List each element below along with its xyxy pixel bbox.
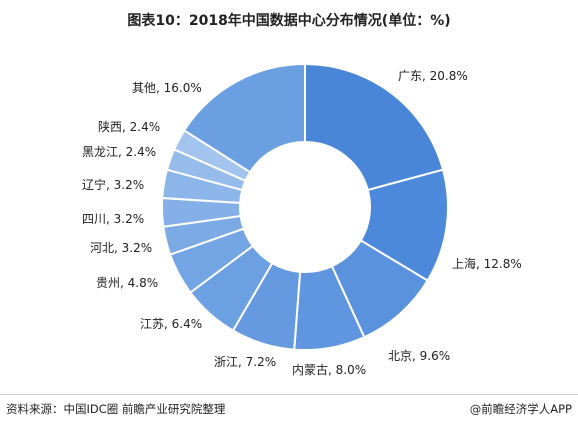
- brand-credit: @前瞻经济学人APP: [469, 402, 572, 416]
- slice-label: 江苏, 6.4%: [140, 317, 202, 331]
- slice-label: 黑龙江, 2.4%: [82, 145, 156, 159]
- slice-label: 四川, 3.2%: [82, 212, 144, 226]
- slice-labels: 广东, 20.8% 上海, 12.8% 北京, 9.6% 内蒙古, 8.0% 浙江, 7…: [82, 69, 522, 377]
- slice-label: 辽宁, 3.2%: [82, 177, 144, 192]
- chart-title: 图表10：2018年中国数据中心分布情况(单位：%): [127, 13, 451, 29]
- slice-label: 陕西, 2.4%: [98, 119, 160, 134]
- slice-label: 北京, 9.6%: [388, 349, 450, 363]
- slice-label: 广东, 20.8%: [398, 69, 468, 83]
- slice-label: 其他, 16.0%: [132, 81, 202, 95]
- donut-slices: [161, 62, 449, 351]
- slice-label: 河北, 3.2%: [90, 241, 152, 255]
- slice-label: 上海, 12.8%: [452, 256, 522, 271]
- slice-label: 浙江, 7.2%: [214, 355, 276, 369]
- donut-chart: 广东, 20.8% 上海, 12.8% 北京, 9.6% 内蒙古, 8.0% 浙江, 7…: [82, 62, 522, 377]
- footer-divider: [0, 394, 578, 395]
- donut-slice: [182, 62, 306, 174]
- slice-label: 贵州, 4.8%: [96, 276, 158, 290]
- slice-label: 内蒙古, 8.0%: [292, 362, 366, 377]
- donut-slice: [304, 62, 445, 192]
- source-note: 资料来源：中国IDC圈 前瞻产业研究院整理: [6, 402, 226, 416]
